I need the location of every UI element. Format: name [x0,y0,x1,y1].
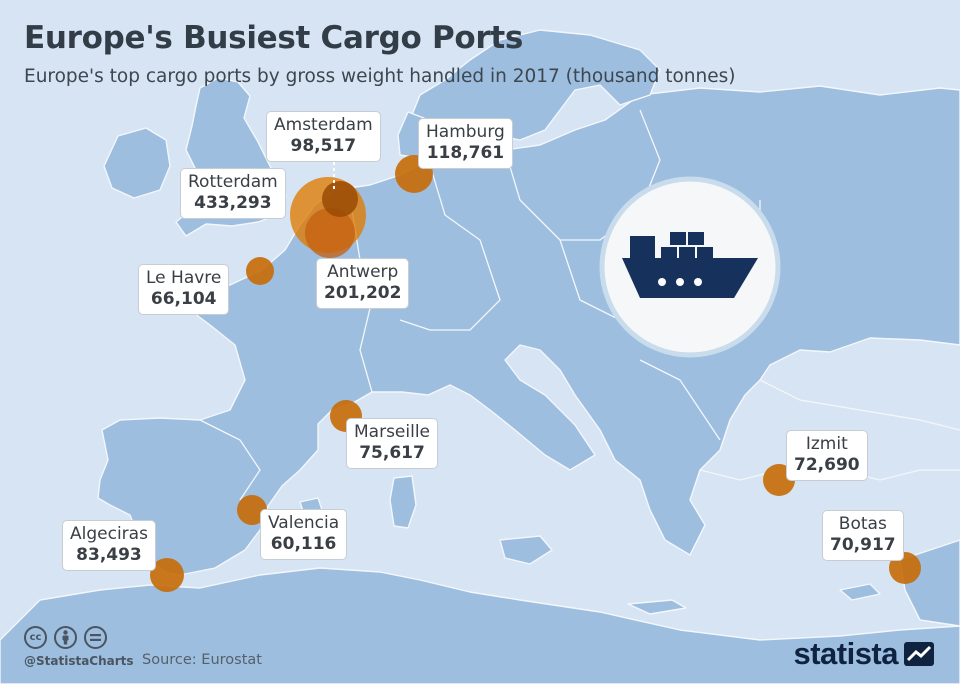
port-name: Izmit [805,434,848,454]
port-name: Algeciras [70,524,148,544]
brand-name: statista [793,636,898,671]
port-value: 60,116 [270,534,337,554]
cyprus [839,583,881,601]
ship-icon [599,176,781,358]
chart-title: Europe's Busiest Cargo Ports [24,20,524,56]
person-glyph [62,630,69,645]
port-label-antwerp: Antwerp 201,202 [316,258,410,309]
statista-mark-icon [904,642,934,666]
port-name: Le Havre [146,268,222,288]
bubble-antwerp [305,208,355,258]
source-note: Source: Eurostat [142,652,262,668]
port-value: 118,761 [426,143,505,163]
port-label-algeciras: Algeciras 83,493 [62,520,156,571]
chart-subtitle: Europe's top cargo ports by gross weight… [24,66,736,87]
port-value: 70,917 [830,535,896,555]
port-value: 75,617 [359,443,425,463]
port-label-hamburg: Hamburg 118,761 [418,118,513,169]
port-name: Marseille [354,422,431,442]
port-label-amsterdam: Amsterdam 98,517 [266,111,381,162]
sardinia [389,475,417,529]
port-value: 98,517 [290,136,357,156]
bubble-algeciras [150,558,184,592]
port-value: 83,493 [76,545,142,565]
creative-commons-icon: cc [24,626,47,649]
port-label-le-havre: Le Havre 66,104 [138,264,230,315]
port-name: Antwerp [327,262,399,282]
port-label-izmit: Izmit 72,690 [786,430,868,481]
sicily [499,535,553,565]
bubble-le-havre [246,257,274,285]
no-derivatives-icon [84,626,107,649]
port-value: 72,690 [794,455,860,475]
attribution-icon [54,626,77,649]
port-label-rotterdam: Rotterdam 433,293 [180,168,286,219]
port-value: 66,104 [150,289,217,309]
port-name: Botas [838,514,887,534]
port-value: 201,202 [324,283,402,303]
statista-logo[interactable]: statista [793,636,934,672]
license-icons: cc [24,626,107,649]
ireland [103,127,171,199]
port-label-marseille: Marseille 75,617 [346,418,439,469]
crete [627,599,687,615]
port-name: Valencia [268,513,340,533]
social-handle[interactable]: @StatistaCharts [24,654,134,668]
port-name: Rotterdam [188,172,278,192]
port-name: Amsterdam [274,115,373,135]
bubble-valencia [237,495,267,525]
port-label-botas: Botas 70,917 [822,510,904,561]
port-value: 433,293 [194,193,272,213]
equals-glyph [90,634,101,641]
port-label-valencia: Valencia 60,116 [260,509,348,560]
port-name: Hamburg [426,122,505,142]
bubble-amsterdam [322,181,358,217]
